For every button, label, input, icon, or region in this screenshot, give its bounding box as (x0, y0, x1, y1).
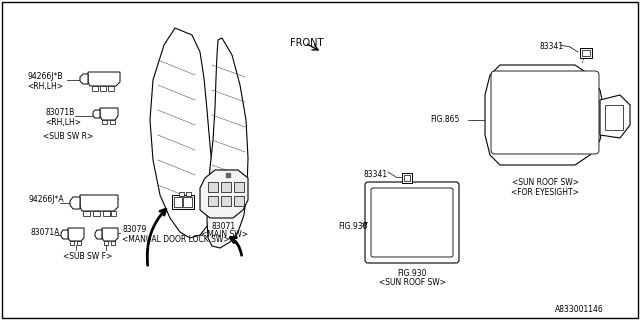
Polygon shape (88, 72, 120, 86)
Bar (221, 196, 231, 206)
Text: <FOR EYESIGHT>: <FOR EYESIGHT> (511, 188, 579, 197)
Text: 83071: 83071 (212, 222, 236, 231)
Bar (172, 195, 194, 209)
Bar (174, 197, 182, 207)
Text: 94266J*B: 94266J*B (27, 72, 63, 81)
Bar (111, 241, 115, 245)
Polygon shape (68, 228, 84, 241)
Bar (582, 50, 590, 56)
Bar (103, 211, 110, 216)
Bar (502, 120, 542, 140)
Text: 83071B: 83071B (45, 108, 74, 117)
Text: FIG.865: FIG.865 (430, 115, 460, 124)
FancyBboxPatch shape (491, 71, 599, 154)
Text: 94266J*A: 94266J*A (28, 195, 63, 204)
Bar (70, 241, 74, 245)
Bar (83, 211, 90, 216)
Bar (546, 120, 586, 140)
Bar (605, 105, 623, 130)
Bar (108, 86, 114, 91)
Text: 83341: 83341 (363, 170, 387, 179)
Polygon shape (100, 108, 118, 120)
Text: <SUB SW R>: <SUB SW R> (43, 132, 93, 141)
Bar (381, 198, 403, 210)
Bar (179, 192, 184, 196)
Text: 83071A: 83071A (30, 228, 60, 237)
Polygon shape (485, 65, 605, 165)
Bar (580, 48, 592, 58)
Bar (186, 192, 191, 196)
Bar (378, 195, 406, 213)
Bar (546, 96, 586, 116)
Bar (378, 217, 438, 239)
Text: 83341: 83341 (540, 42, 564, 51)
Bar (92, 86, 98, 91)
Polygon shape (80, 74, 88, 84)
Text: <MANUAL DOOR LOCK SW>: <MANUAL DOOR LOCK SW> (122, 235, 230, 244)
Text: <SUN ROOF SW>: <SUN ROOF SW> (511, 178, 579, 187)
Text: <RH,LH>: <RH,LH> (45, 118, 81, 127)
Bar (404, 175, 410, 181)
Text: FRONT: FRONT (290, 38, 323, 48)
Bar (100, 86, 106, 91)
Text: 83079: 83079 (122, 225, 147, 234)
Polygon shape (93, 110, 100, 118)
Polygon shape (70, 197, 80, 209)
Bar (208, 196, 218, 206)
Bar (502, 80, 590, 92)
Polygon shape (61, 230, 68, 239)
Bar (413, 198, 435, 210)
Bar (93, 211, 100, 216)
FancyBboxPatch shape (371, 188, 453, 257)
Polygon shape (80, 195, 118, 211)
FancyBboxPatch shape (365, 182, 459, 263)
Text: FIG.930: FIG.930 (338, 222, 367, 231)
Text: <SUN ROOF SW>: <SUN ROOF SW> (378, 278, 445, 287)
Bar (410, 220, 435, 235)
Polygon shape (150, 28, 213, 238)
Text: <SUB SW F>: <SUB SW F> (63, 252, 113, 261)
Bar (111, 211, 116, 216)
Text: A833001146: A833001146 (555, 305, 604, 314)
Bar (234, 196, 244, 206)
Polygon shape (200, 170, 248, 218)
Bar (104, 241, 108, 245)
Bar (102, 120, 107, 124)
Polygon shape (207, 38, 248, 248)
Bar (77, 241, 81, 245)
Polygon shape (95, 230, 102, 239)
Text: <RH,LH>: <RH,LH> (27, 82, 63, 91)
Bar (110, 120, 115, 124)
Bar (208, 182, 218, 192)
Text: FIG.930: FIG.930 (397, 269, 427, 278)
Bar (381, 220, 406, 235)
Polygon shape (102, 228, 118, 241)
Bar (234, 182, 244, 192)
Text: <MAIN SW>: <MAIN SW> (200, 230, 248, 239)
Bar (402, 173, 412, 183)
Bar (221, 182, 231, 192)
Bar (410, 195, 438, 213)
Bar (502, 96, 542, 116)
Polygon shape (600, 95, 630, 138)
Bar (183, 197, 192, 207)
